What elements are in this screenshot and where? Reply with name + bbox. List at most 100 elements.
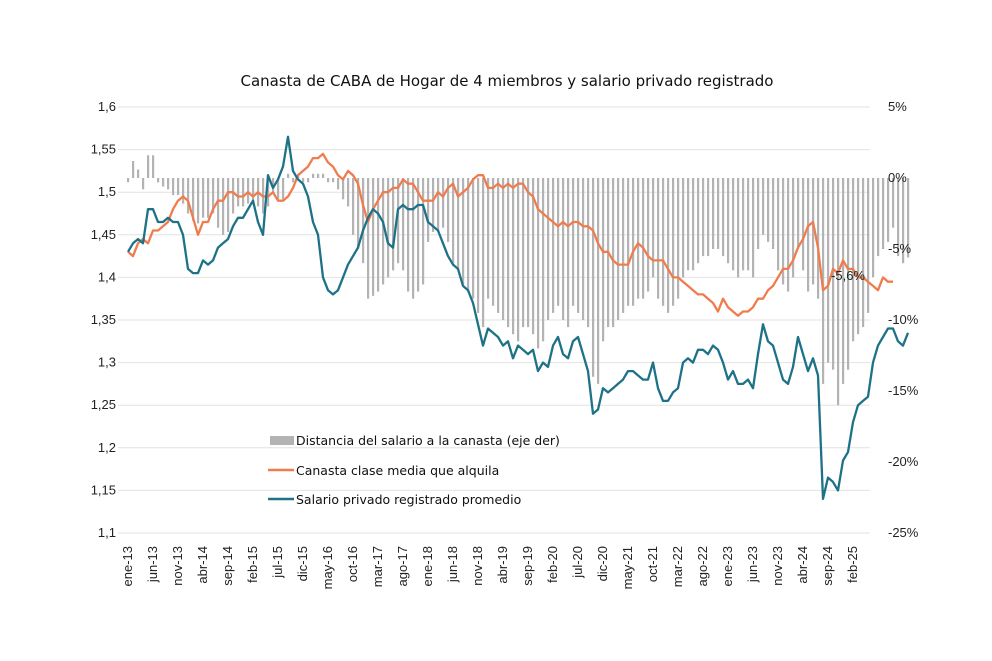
bar	[202, 178, 205, 218]
y-axis-left: 1,6 1,55 1,5 1,45 1,4 1,35 1,3 1,25 1,2 1,15 1,1	[91, 99, 116, 540]
bar	[362, 178, 365, 264]
y-right-tick-label: -25%	[888, 525, 919, 540]
bar	[737, 178, 740, 278]
legend: Distancia del salario a la canasta (eje …	[268, 433, 560, 507]
bar	[622, 178, 625, 313]
bar	[547, 178, 550, 320]
legend-swatch-bar	[270, 436, 294, 445]
bar	[637, 178, 640, 299]
y-right-tick-label: 5%	[888, 99, 907, 114]
y-left-tick-label: 1,4	[98, 269, 116, 284]
x-tick-label: jun-23	[745, 546, 760, 583]
bar	[762, 178, 765, 235]
x-tick-label: ago-17	[395, 546, 410, 586]
bar	[417, 178, 420, 292]
bar	[592, 178, 595, 377]
bar	[352, 178, 355, 235]
bar	[812, 178, 815, 285]
bar	[897, 178, 900, 257]
bar	[517, 178, 520, 342]
bar	[127, 178, 130, 183]
y-left-tick-label: 1,6	[98, 99, 116, 114]
bar	[672, 178, 675, 306]
bar	[707, 178, 710, 257]
bar	[632, 178, 635, 306]
x-tick-label: sep-24	[820, 546, 835, 586]
bar	[212, 178, 215, 214]
bar	[462, 178, 465, 285]
bar	[647, 178, 650, 292]
bar	[597, 178, 600, 384]
bar	[382, 178, 385, 285]
bar	[452, 178, 455, 264]
bar	[847, 178, 850, 370]
bar	[677, 178, 680, 299]
bar	[472, 178, 475, 299]
y-right-tick-label: -5%	[888, 241, 912, 256]
bar	[567, 178, 570, 328]
bar	[477, 178, 480, 313]
x-tick-label: mar-22	[670, 546, 685, 587]
bar	[187, 178, 190, 214]
bar	[357, 178, 360, 249]
bar	[277, 178, 280, 200]
legend-label-salario: Salario privado registrado promedio	[296, 492, 521, 507]
bar	[392, 178, 395, 271]
bar	[332, 178, 335, 183]
x-tick-label: abr-24	[795, 546, 810, 584]
last-value-annotation: -5,6%	[831, 268, 865, 283]
x-tick-label: jul-15	[270, 546, 285, 579]
bar	[742, 178, 745, 271]
bar	[397, 178, 400, 264]
y-right-tick-label: -10%	[888, 312, 919, 327]
x-tick-label: oct-21	[645, 546, 660, 582]
bar	[387, 178, 390, 278]
x-tick-label: dic-20	[595, 546, 610, 581]
bar	[337, 178, 340, 190]
bar	[292, 178, 295, 183]
x-tick-label: sep-19	[520, 546, 535, 586]
bar	[817, 178, 820, 299]
x-tick-label: oct-16	[345, 546, 360, 582]
bar	[527, 178, 530, 328]
y-left-tick-label: 1,25	[91, 397, 116, 412]
bar	[287, 173, 290, 178]
x-tick-label: ene-23	[720, 546, 735, 586]
bar	[692, 178, 695, 271]
bar	[612, 178, 615, 328]
x-tick-label: ago-22	[695, 546, 710, 586]
y-left-tick-label: 1,45	[91, 227, 116, 242]
y-left-tick-label: 1,2	[98, 440, 116, 455]
x-tick-label: nov-18	[470, 546, 485, 586]
bar	[247, 178, 250, 204]
y-left-tick-label: 1,55	[91, 142, 116, 157]
y-left-tick-label: 1,3	[98, 355, 116, 370]
bar	[132, 160, 135, 178]
bar	[442, 178, 445, 228]
y-left-tick-label: 1,1	[98, 525, 116, 540]
x-tick-label: mar-17	[370, 546, 385, 587]
bar	[822, 178, 825, 384]
bar	[787, 178, 790, 292]
x-tick-label: abr-14	[195, 546, 210, 584]
bar	[207, 178, 210, 218]
bar	[497, 178, 500, 313]
x-tick-label: dic-15	[295, 546, 310, 581]
bar	[572, 178, 575, 306]
x-tick-label: jun-18	[445, 546, 460, 583]
line-series-group	[127, 135, 910, 501]
bar	[717, 178, 720, 249]
bar	[667, 178, 670, 313]
bar	[862, 178, 865, 328]
bar	[852, 178, 855, 342]
line-canasta	[127, 152, 893, 317]
bar	[797, 178, 800, 249]
bar	[427, 178, 430, 242]
bar	[642, 178, 645, 299]
y-left-tick-label: 1,5	[98, 184, 116, 199]
bar	[522, 178, 525, 328]
bar	[372, 178, 375, 296]
bar	[502, 178, 505, 320]
bar	[657, 178, 660, 299]
